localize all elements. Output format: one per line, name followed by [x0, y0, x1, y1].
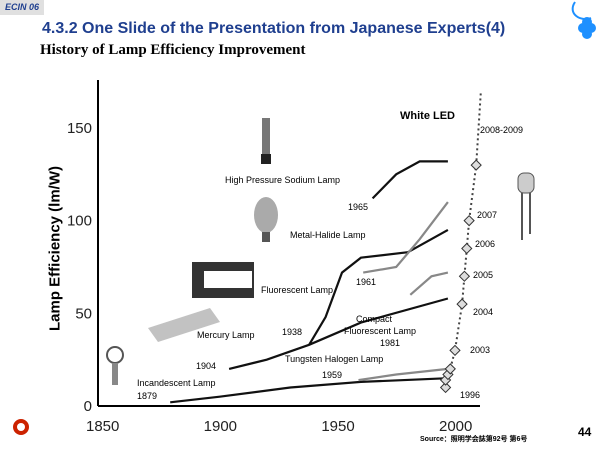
series-line-4 — [308, 228, 449, 346]
metal-halide-lamp-photo-icon — [254, 197, 278, 242]
year-2004: 2004 — [473, 307, 493, 317]
y-tick-label: 0 — [84, 398, 92, 415]
slide-title: 4.3.2 One Slide of the Presentation from… — [42, 20, 506, 37]
led-data-point — [439, 381, 452, 394]
led-data-point — [449, 344, 461, 357]
series-line-1 — [170, 377, 448, 404]
chart-subtitle: History of Lamp Efficiency Improvement — [40, 42, 306, 58]
y-tick-label: 150 — [67, 120, 92, 137]
label-fluorescent: Fluorescent Lamp — [261, 285, 333, 295]
year-1965: 1965 — [348, 202, 368, 212]
label-sodium: High Pressure Sodium Lamp — [225, 175, 340, 185]
year-2007: 2007 — [477, 210, 497, 220]
led-data-point — [444, 363, 456, 375]
page-number: 44 — [578, 425, 592, 439]
mercury-lamp-photo-icon — [148, 308, 220, 342]
led-data-point — [463, 215, 475, 227]
series-line-2 — [358, 367, 449, 382]
label-metal-halide: Metal-Halide Lamp — [290, 230, 366, 240]
x-tick-label: 1900 — [204, 418, 237, 435]
year-1981: 1981 — [380, 338, 400, 348]
led-data-point — [461, 242, 473, 255]
led-data-point — [458, 270, 471, 282]
year-2003: 2003 — [470, 345, 490, 355]
slide-badge: ECIN 06 — [0, 0, 44, 15]
sodium-lamp-photo-icon — [261, 118, 271, 164]
label-white-led: White LED — [400, 110, 455, 122]
series-line-6 — [409, 271, 449, 296]
series-line-5 — [363, 201, 449, 274]
source-note: Source：照明学会誌第92号 第6号 — [420, 436, 528, 443]
y-tick-label: 100 — [67, 213, 92, 230]
x-tick-label: 1950 — [321, 418, 354, 435]
label-cfl-line1: Compact — [356, 314, 393, 324]
series-line-7 — [371, 160, 448, 200]
y-tick-label: 50 — [75, 305, 92, 322]
left-logo-icon — [13, 419, 29, 435]
year-1996: 1996 — [460, 390, 480, 400]
label-incandescent: Incandescent Lamp — [137, 378, 216, 388]
year-1904: 1904 — [196, 361, 216, 371]
fluorescent-tube-photo-icon — [192, 262, 254, 298]
label-halogen: Tungsten Halogen Lamp — [285, 354, 383, 364]
clover-logo-icon — [571, 1, 596, 39]
year-1959: 1959 — [322, 370, 342, 380]
year-1879: 1879 — [137, 391, 157, 401]
year-2005: 2005 — [473, 270, 493, 280]
year-2008-2009: 2008-2009 — [480, 125, 523, 135]
x-tick-label: 2000 — [439, 418, 472, 435]
led-data-point — [456, 298, 468, 310]
led-photo-icon — [517, 172, 535, 240]
year-1961: 1961 — [356, 277, 376, 287]
label-cfl-line2: Fluorescent Lamp — [344, 326, 416, 336]
label-mercury: Mercury Lamp — [197, 330, 255, 340]
x-tick-label: 1850 — [86, 418, 119, 435]
year-2006: 2006 — [475, 239, 495, 249]
led-data-point — [470, 159, 482, 171]
incandescent-bulb-icon — [106, 346, 124, 385]
year-1938: 1938 — [282, 327, 302, 337]
